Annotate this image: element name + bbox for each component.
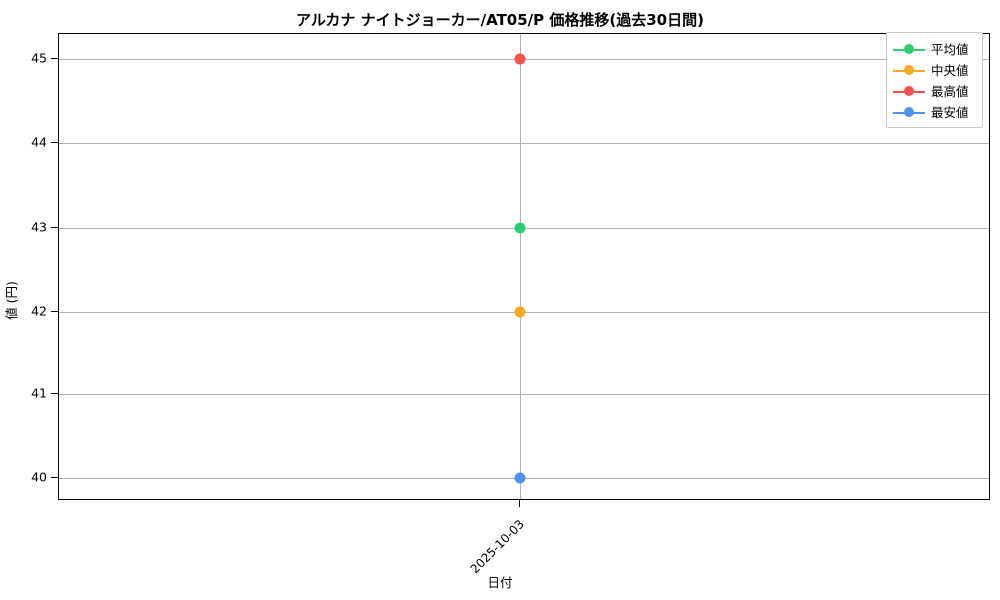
- x-axis-label: 日付: [487, 575, 513, 590]
- legend-marker-mean-icon: [892, 43, 926, 55]
- legend-item-min[interactable]: 最安値: [892, 101, 977, 122]
- y-tick-mark-41: [51, 393, 58, 394]
- y-axis-tick-labels: 45 44 43 42 41 40: [0, 33, 47, 500]
- gridline-y-44: [59, 143, 989, 144]
- x-tick-label-0: 2025-10-03: [467, 517, 527, 577]
- data-point-min[interactable]: [514, 472, 526, 484]
- y-tick-mark-42: [51, 311, 58, 312]
- y-tick-label-41: 41: [31, 385, 47, 401]
- data-point-median[interactable]: [514, 306, 526, 318]
- legend-item-max[interactable]: 最高値: [892, 80, 977, 101]
- legend-label-max: 最高値: [931, 84, 969, 99]
- legend-marker-max-icon: [892, 85, 926, 97]
- legend-label-median: 中央値: [931, 63, 969, 78]
- legend-item-mean[interactable]: 平均値: [892, 38, 977, 59]
- gridline-y-41: [59, 394, 989, 395]
- gridline-x-2025-10-03: [520, 34, 521, 499]
- legend-marker-median-icon: [892, 64, 926, 76]
- chart-title: アルカナ ナイトジョーカー/AT05/P 価格推移(過去30日間): [296, 11, 704, 29]
- y-tick-mark-44: [51, 142, 58, 143]
- data-point-mean[interactable]: [514, 222, 526, 234]
- legend-label-mean: 平均値: [931, 42, 969, 57]
- y-tick-mark-40: [51, 477, 58, 478]
- legend-item-median[interactable]: 中央値: [892, 59, 977, 80]
- y-tick-label-45: 45: [31, 50, 47, 66]
- y-tick-label-43: 43: [31, 219, 47, 235]
- legend-label-min: 最安値: [931, 105, 969, 120]
- y-tick-label-44: 44: [31, 134, 47, 150]
- x-tick-mark-0: [519, 500, 520, 507]
- y-tick-label-40: 40: [31, 469, 47, 485]
- legend-marker-min-icon: [892, 106, 926, 118]
- chart-legend: 平均値 中央値 最高値 最安値: [886, 32, 983, 128]
- y-tick-mark-45: [51, 58, 58, 59]
- y-tick-label-42: 42: [31, 303, 47, 319]
- data-point-max[interactable]: [514, 53, 526, 65]
- y-tick-mark-43: [51, 227, 58, 228]
- plot-area: [58, 33, 990, 500]
